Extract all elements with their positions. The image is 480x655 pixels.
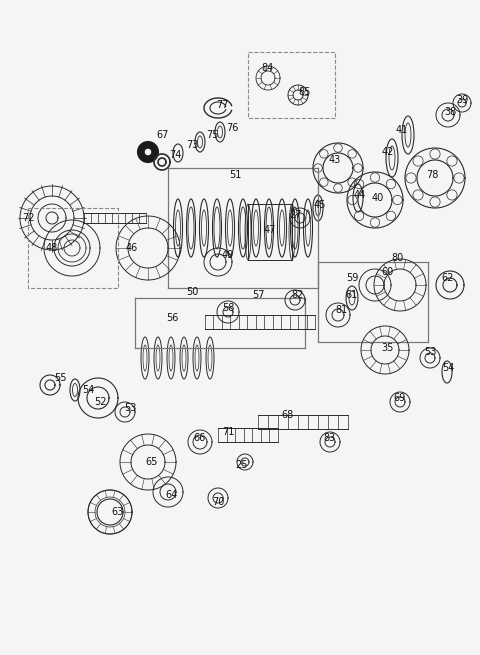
Text: 52: 52 xyxy=(94,397,106,407)
Text: 40: 40 xyxy=(372,193,384,203)
Text: 25: 25 xyxy=(236,460,248,470)
Text: 65: 65 xyxy=(146,457,158,467)
Text: 55: 55 xyxy=(54,373,66,383)
Text: 73: 73 xyxy=(186,140,198,150)
Text: 78: 78 xyxy=(426,170,438,180)
Text: 51: 51 xyxy=(229,170,241,180)
Text: 82: 82 xyxy=(292,290,304,300)
Text: 42: 42 xyxy=(382,147,394,157)
Text: 50: 50 xyxy=(186,287,198,297)
Text: 44: 44 xyxy=(354,190,366,200)
Circle shape xyxy=(138,142,158,162)
Text: 85: 85 xyxy=(299,87,311,97)
Text: 66: 66 xyxy=(194,433,206,443)
Text: 81: 81 xyxy=(336,305,348,315)
Text: 83: 83 xyxy=(324,433,336,443)
Text: 49: 49 xyxy=(222,250,234,260)
Text: 76: 76 xyxy=(226,123,238,133)
Text: 46: 46 xyxy=(126,243,138,253)
Text: 67: 67 xyxy=(157,130,169,140)
Text: 70: 70 xyxy=(212,497,224,507)
Text: 59: 59 xyxy=(346,273,358,283)
Text: 43: 43 xyxy=(329,155,341,165)
Text: 53: 53 xyxy=(424,347,436,357)
Text: 48: 48 xyxy=(46,243,58,253)
Text: 71: 71 xyxy=(222,427,234,437)
Circle shape xyxy=(144,148,152,156)
Text: 84: 84 xyxy=(262,63,274,73)
Text: 39: 39 xyxy=(456,95,468,105)
Text: 35: 35 xyxy=(382,343,394,353)
Text: 77: 77 xyxy=(216,100,228,110)
Text: 62: 62 xyxy=(442,273,454,283)
Text: 27: 27 xyxy=(289,210,301,220)
Text: 53: 53 xyxy=(124,403,136,413)
Text: 54: 54 xyxy=(82,385,94,395)
Text: 41: 41 xyxy=(396,125,408,135)
Text: 56: 56 xyxy=(166,313,178,323)
Text: 74: 74 xyxy=(169,150,181,160)
Text: 80: 80 xyxy=(392,253,404,263)
Text: 54: 54 xyxy=(442,363,454,373)
Text: 64: 64 xyxy=(166,490,178,500)
Text: 57: 57 xyxy=(252,290,264,300)
Text: 58: 58 xyxy=(222,303,234,313)
Text: 61: 61 xyxy=(346,290,358,300)
Text: 72: 72 xyxy=(22,213,34,223)
Text: 47: 47 xyxy=(264,225,276,235)
Text: 68: 68 xyxy=(282,410,294,420)
Text: 38: 38 xyxy=(444,107,456,117)
Text: 75: 75 xyxy=(206,130,218,140)
Text: 69: 69 xyxy=(394,393,406,403)
Text: 45: 45 xyxy=(314,200,326,210)
Text: 63: 63 xyxy=(112,507,124,517)
Text: 60: 60 xyxy=(382,267,394,277)
